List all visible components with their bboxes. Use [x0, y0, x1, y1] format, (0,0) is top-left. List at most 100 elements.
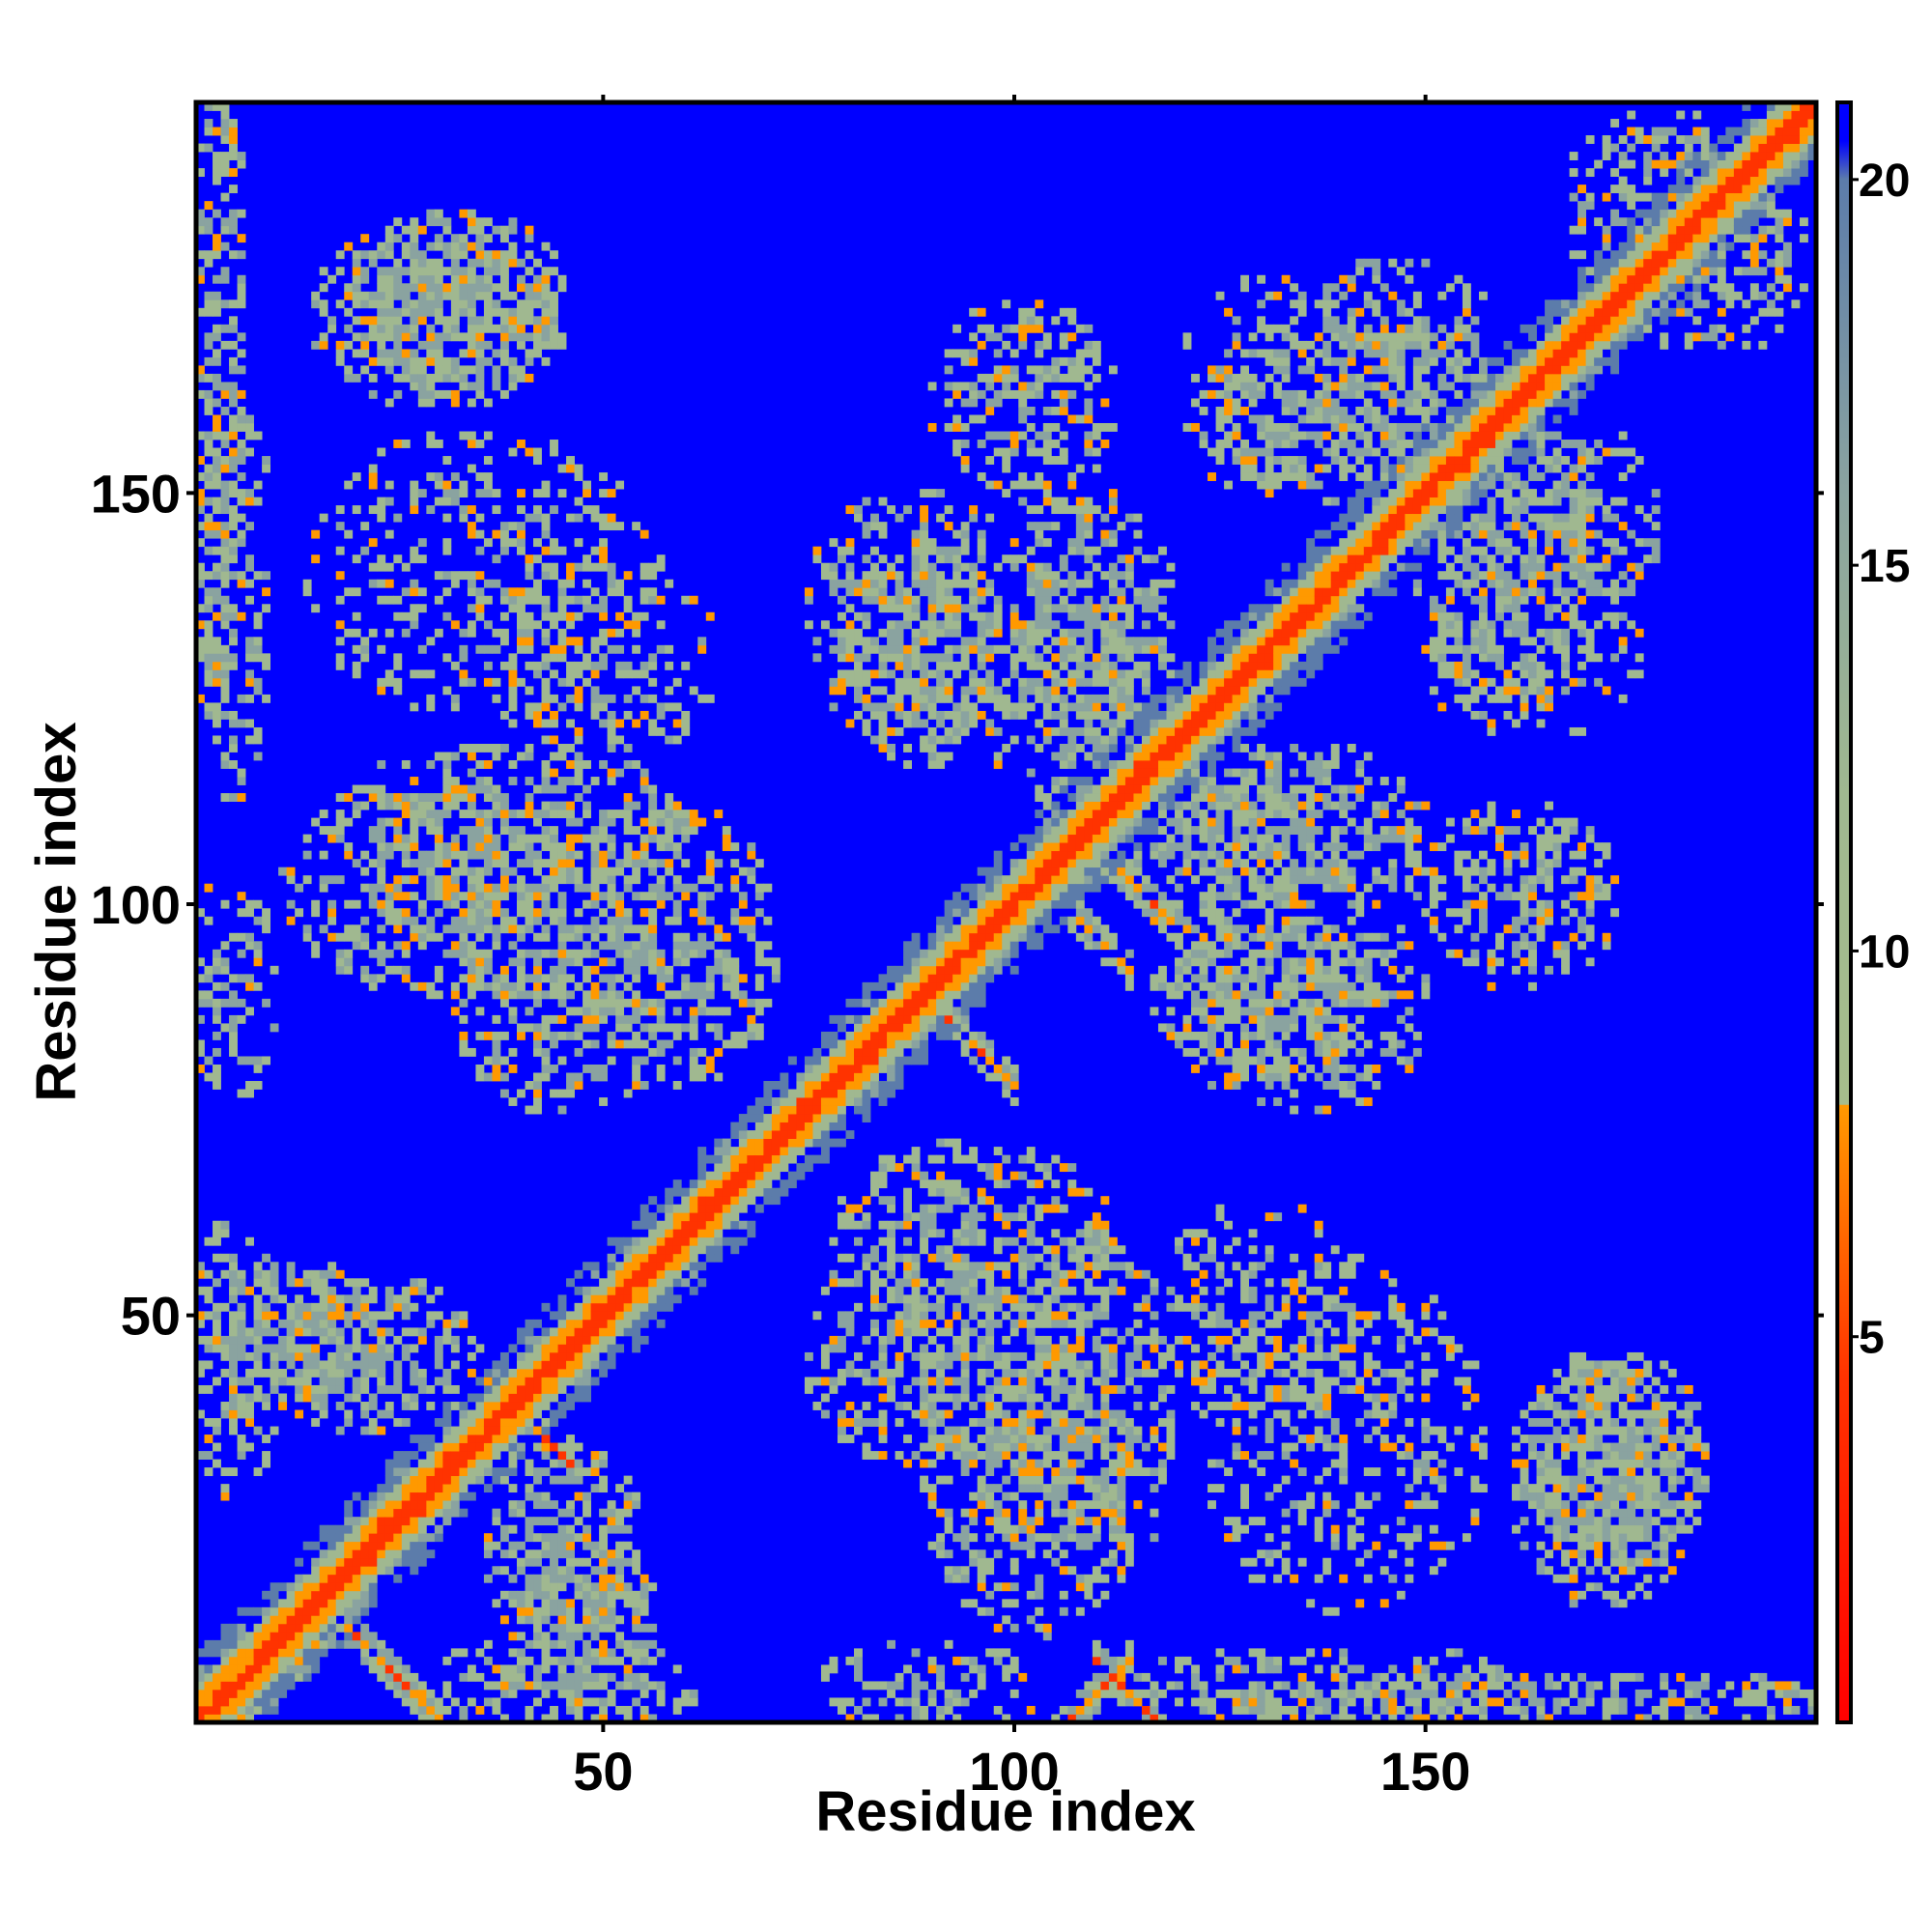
heatmap-cell — [944, 1524, 953, 1534]
heatmap-cell — [738, 899, 748, 909]
heatmap-cell — [648, 1212, 658, 1222]
heatmap-cell — [944, 1697, 953, 1707]
heatmap-cell — [492, 974, 501, 983]
heatmap-cell — [270, 1377, 279, 1386]
heatmap-cell — [229, 1253, 238, 1263]
heatmap-cell — [566, 1377, 575, 1386]
heatmap-cell — [417, 1484, 427, 1493]
heatmap-cell — [632, 1656, 641, 1665]
heatmap-cell — [837, 1114, 846, 1122]
heatmap-cell — [550, 644, 558, 654]
heatmap-cell — [401, 1541, 411, 1550]
heatmap-cell — [229, 932, 238, 942]
heatmap-cell — [417, 810, 427, 818]
heatmap-cell — [590, 1327, 600, 1337]
heatmap-cell — [714, 1196, 724, 1206]
heatmap-cell — [426, 1484, 436, 1493]
heatmap-cell — [607, 974, 616, 983]
heatmap-cell — [936, 1409, 946, 1419]
heatmap-cell — [541, 1344, 551, 1353]
heatmap-cell — [533, 1582, 542, 1592]
heatmap-cell — [927, 587, 937, 597]
heatmap-cell — [854, 1105, 863, 1115]
heatmap-cell — [854, 1064, 863, 1073]
heatmap-cell — [747, 842, 756, 852]
heatmap-cell — [492, 924, 501, 934]
heatmap-cell — [483, 677, 493, 687]
heatmap-cell — [936, 1245, 946, 1255]
heatmap-cell — [665, 1220, 674, 1230]
heatmap-cell — [829, 1039, 838, 1049]
heatmap-cell — [632, 1639, 641, 1649]
heatmap-cell — [434, 209, 443, 218]
heatmap-cell — [895, 965, 904, 975]
heatmap-cell — [319, 1377, 328, 1386]
heatmap-cell — [829, 1105, 838, 1115]
heatmap-cell — [352, 1377, 361, 1386]
heatmap-cell — [410, 669, 419, 679]
heatmap-cell — [475, 1031, 485, 1040]
heatmap-cell — [738, 1204, 748, 1213]
heatmap-cell — [754, 1105, 764, 1115]
heatmap-cell — [689, 981, 698, 991]
heatmap-cell — [862, 677, 871, 687]
heatmap-cell — [533, 702, 542, 712]
heatmap-cell — [368, 1508, 378, 1518]
heatmap-cell — [344, 1508, 354, 1518]
heatmap-cell — [459, 1492, 469, 1501]
heatmap-cell — [525, 267, 534, 276]
heatmap-cell — [566, 464, 575, 473]
heatmap-cell — [245, 1418, 254, 1427]
heatmap-cell — [278, 1664, 288, 1674]
heatmap-cell — [295, 1639, 304, 1649]
heatmap-cell — [903, 1459, 912, 1468]
heatmap-cell — [270, 1368, 279, 1378]
heatmap-cell — [574, 850, 583, 860]
heatmap-cell — [927, 422, 937, 432]
heatmap-cell — [295, 908, 304, 918]
heatmap-cell — [492, 1442, 501, 1452]
heatmap-cell — [639, 1656, 649, 1665]
heatmap-cell — [730, 1196, 740, 1206]
heatmap-cell — [887, 1286, 895, 1295]
heatmap-cell — [936, 686, 946, 696]
heatmap-cell — [903, 1204, 912, 1213]
heatmap-cell — [911, 571, 921, 581]
heatmap-cell — [220, 965, 230, 975]
heatmap-cell — [459, 299, 469, 309]
heatmap-cell — [401, 974, 411, 983]
heatmap-cell — [237, 892, 246, 901]
heatmap-cell — [384, 1557, 394, 1567]
heatmap-cell — [582, 834, 592, 843]
heatmap-cell — [237, 440, 246, 448]
heatmap-cell — [204, 595, 213, 605]
heatmap-cell — [384, 842, 394, 852]
heatmap-cell — [426, 283, 436, 293]
heatmap-cell — [401, 908, 411, 918]
heatmap-cell — [623, 1672, 633, 1682]
heatmap-cell — [360, 1541, 370, 1550]
heatmap-cell — [747, 1163, 756, 1173]
heatmap-cell — [295, 1302, 304, 1312]
heatmap-cell — [492, 644, 501, 654]
heatmap-cell — [196, 644, 205, 654]
heatmap-cell — [516, 1409, 526, 1419]
heatmap-cell — [870, 1327, 879, 1337]
heatmap-cell — [270, 1639, 279, 1649]
heatmap-cell — [887, 1327, 895, 1337]
heatmap-cell — [599, 1278, 609, 1288]
heatmap-cell — [533, 908, 542, 918]
heatmap-cell — [722, 1236, 731, 1246]
heatmap-cell — [697, 1047, 707, 1057]
heatmap-cell — [450, 299, 460, 309]
heatmap-cell — [656, 702, 666, 712]
heatmap-cell — [393, 1302, 403, 1312]
heatmap-cell — [426, 1451, 436, 1460]
heatmap-cell — [368, 1656, 378, 1665]
heatmap-cell — [327, 1262, 337, 1271]
heatmap-cell — [557, 932, 567, 942]
heatmap-cell — [656, 1047, 666, 1057]
heatmap-cell — [730, 842, 740, 852]
heatmap-cell — [384, 1541, 394, 1550]
heatmap-cell — [550, 710, 558, 720]
